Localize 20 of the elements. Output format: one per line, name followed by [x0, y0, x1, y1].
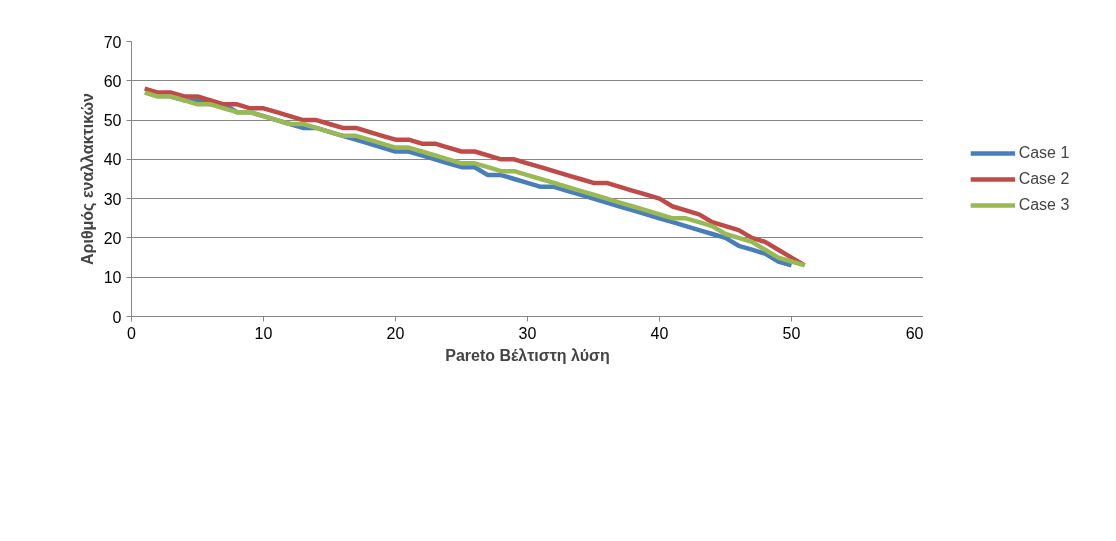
y-axis-title: Αριθμός εναλλακτικών [78, 92, 97, 265]
x-tick-label: 60 [905, 324, 924, 342]
y-tick-label: 30 [103, 190, 122, 208]
x-tick-label: 50 [782, 324, 801, 342]
x-tick-label: 30 [518, 324, 537, 342]
y-tick-label: 50 [103, 112, 122, 130]
y-tick-label: 10 [103, 269, 122, 287]
y-tick-label: 40 [103, 151, 122, 169]
legend-label: Case 1 [1018, 143, 1070, 162]
y-tick-label: 60 [103, 72, 122, 90]
x-tick-label: 10 [254, 324, 273, 342]
x-axis-title: Pareto Βέλτιστη λύση [445, 346, 610, 364]
legend-label: Case 2 [1018, 169, 1070, 188]
x-tick-label: 0 [127, 324, 137, 342]
y-tick-label: 20 [103, 229, 122, 247]
x-tick-label: 40 [650, 324, 669, 342]
y-tick-label: 0 [112, 308, 122, 326]
y-tick-label: 70 [103, 33, 122, 51]
legend-label: Case 3 [1018, 195, 1070, 214]
x-tick-label: 20 [386, 324, 405, 342]
